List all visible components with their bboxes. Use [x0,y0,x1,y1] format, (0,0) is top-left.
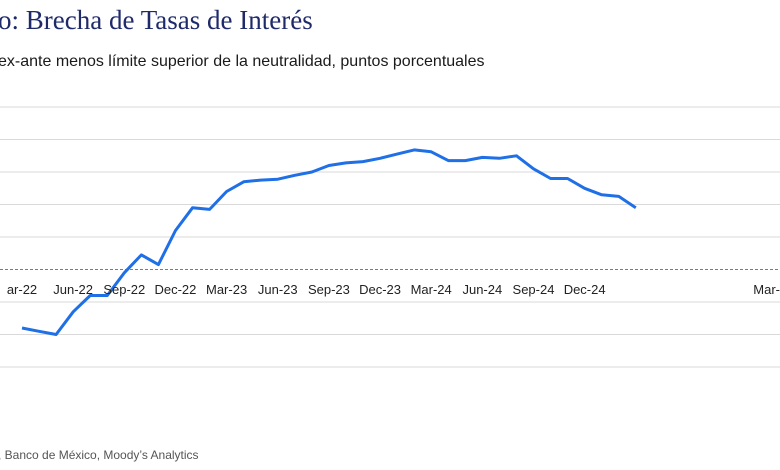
x-tick-label: Dec-24 [564,282,606,297]
chart-subtitle: ex-ante menos límite superior de la neut… [0,53,485,70]
series-layer [21,148,637,336]
x-tick-label: Jun-22 [53,282,93,297]
gridlines [0,106,780,368]
x-tick-label: Jun-23 [258,282,298,297]
x-tick-label: Dec-23 [359,282,401,297]
x-tick-label: Sep-24 [513,282,555,297]
x-tick-label: Sep-23 [308,282,350,297]
x-tick-label: Mar-24 [411,282,452,297]
x-tick-label: Mar-23 [206,282,247,297]
x-tick-label: Dec-22 [154,282,196,297]
x-tick-label: Sep-22 [103,282,145,297]
x-tick-label: Jun-24 [462,282,502,297]
series-line [21,148,637,336]
x-tick-label: Mar- [753,282,780,297]
x-tick-label: ar-22 [7,282,37,297]
chart-title: o: Brecha de Tasas de Interés [0,5,313,35]
source-note: , Banco de México, Moody’s Analytics [0,448,199,462]
x-axis-tick-labels: ar-22 Jun-22 Sep-22 Dec-22 Mar-23 Jun-23 Sep-2… [7,282,780,297]
